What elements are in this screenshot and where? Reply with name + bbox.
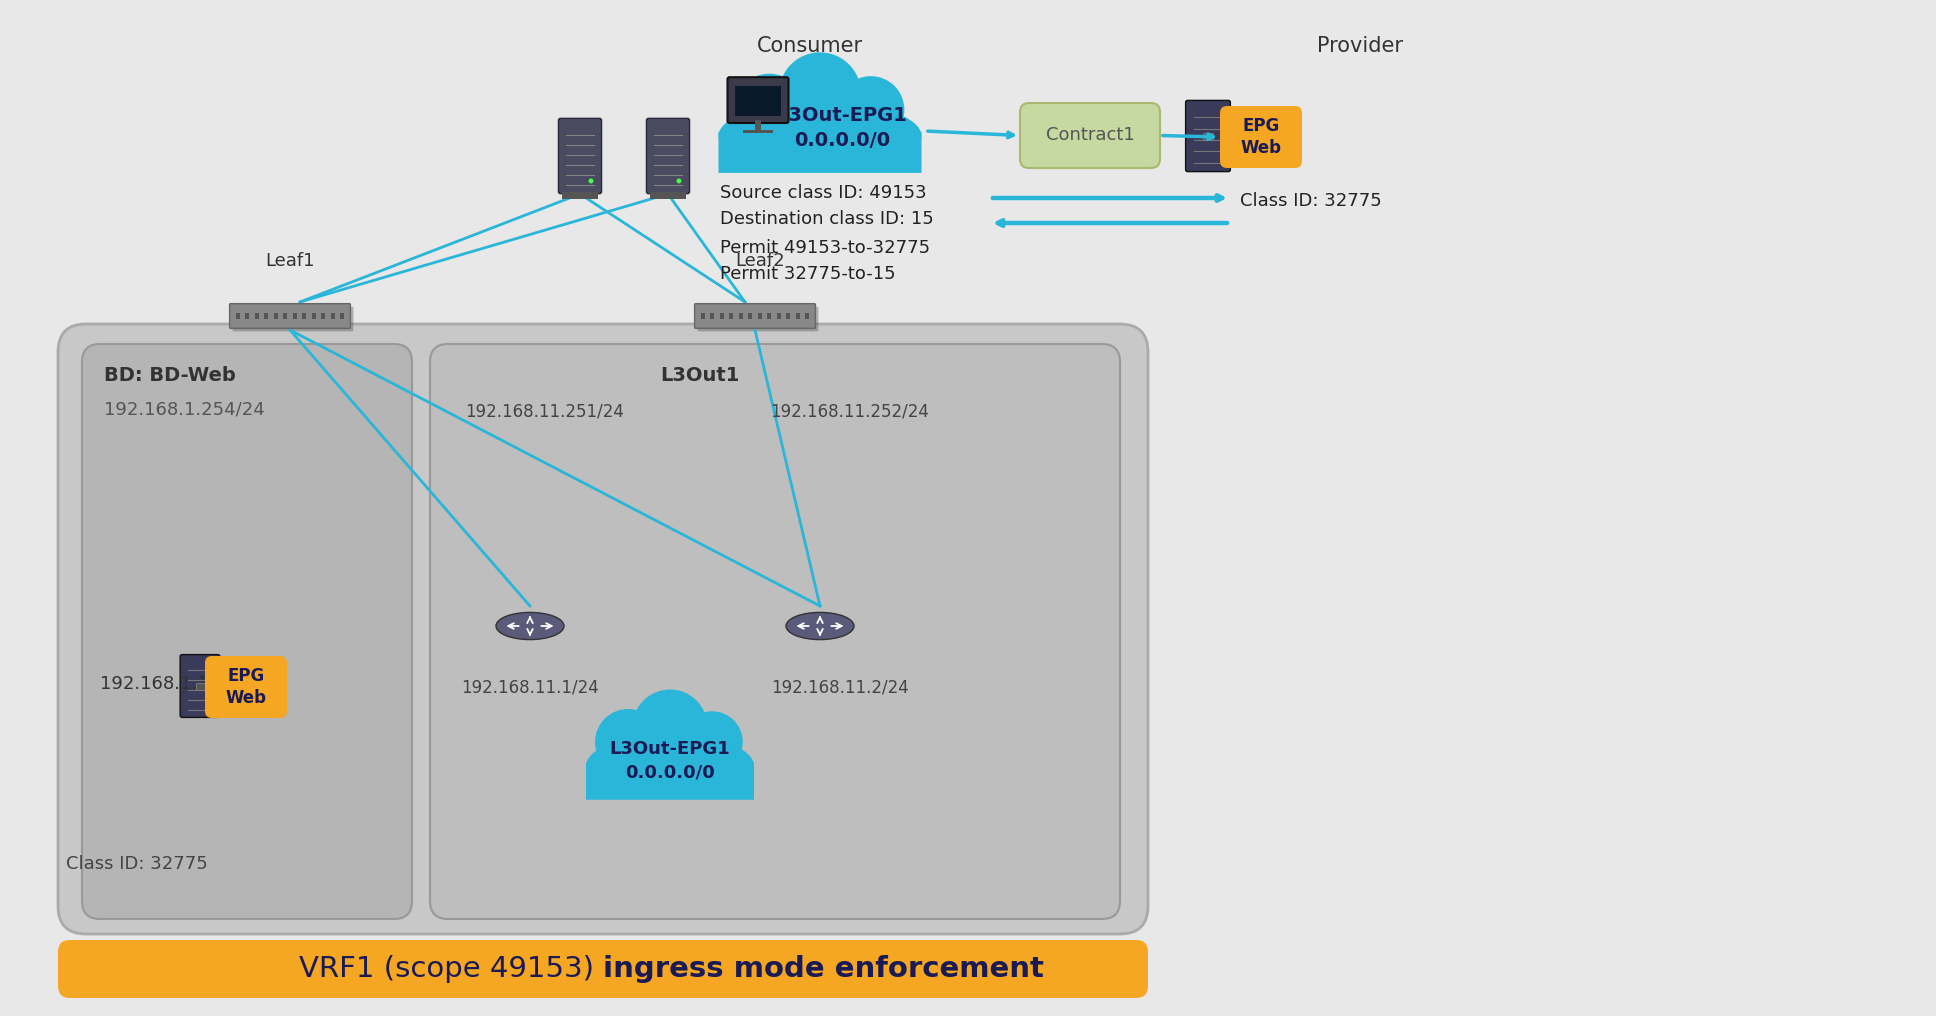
Bar (246, 313, 250, 319)
Text: Contract1: Contract1 (1045, 127, 1134, 144)
Text: Consumer: Consumer (757, 36, 863, 56)
Bar (256, 313, 259, 319)
FancyBboxPatch shape (587, 762, 753, 800)
FancyBboxPatch shape (230, 304, 350, 328)
Bar (767, 313, 771, 319)
Circle shape (594, 709, 660, 775)
FancyBboxPatch shape (1020, 103, 1160, 168)
FancyBboxPatch shape (180, 654, 221, 717)
Text: 192.168.1.254/24: 192.168.1.254/24 (105, 400, 265, 418)
Text: 192.168.11.251/24: 192.168.11.251/24 (465, 402, 625, 420)
Text: Leaf2: Leaf2 (736, 252, 784, 270)
Text: Class ID: 32775: Class ID: 32775 (66, 855, 207, 873)
Bar (312, 313, 316, 319)
FancyBboxPatch shape (430, 344, 1121, 919)
FancyBboxPatch shape (205, 656, 287, 718)
Text: BD: BD-Web: BD: BD-Web (105, 366, 236, 385)
Text: Source class ID: 49153
Destination class ID: 15: Source class ID: 49153 Destination class… (720, 184, 933, 229)
FancyBboxPatch shape (695, 304, 815, 328)
Bar (755, 120, 761, 132)
FancyBboxPatch shape (232, 307, 354, 331)
Bar (747, 313, 753, 319)
Bar (776, 313, 780, 319)
FancyBboxPatch shape (1185, 101, 1231, 172)
Bar (321, 313, 325, 319)
Bar (341, 313, 345, 319)
FancyBboxPatch shape (647, 118, 689, 194)
Bar (757, 313, 761, 319)
Circle shape (836, 76, 904, 143)
Bar (561, 192, 598, 198)
Circle shape (633, 690, 707, 764)
Bar (720, 313, 724, 319)
Bar (740, 313, 743, 319)
FancyBboxPatch shape (697, 307, 819, 331)
FancyBboxPatch shape (558, 118, 602, 194)
Bar (786, 313, 790, 319)
Bar (283, 313, 287, 319)
Text: Provider: Provider (1316, 36, 1404, 56)
Bar (743, 130, 772, 133)
Text: Permit 49153-to-32775
Permit 32775-to-15: Permit 49153-to-32775 Permit 32775-to-15 (720, 239, 929, 283)
Text: VRF1 (scope 49153): VRF1 (scope 49153) (298, 955, 602, 983)
Bar (273, 313, 277, 319)
Text: 192.168.11.252/24: 192.168.11.252/24 (771, 402, 929, 420)
FancyBboxPatch shape (728, 77, 788, 123)
Bar (711, 313, 714, 319)
Text: Leaf1: Leaf1 (265, 252, 316, 270)
Bar (650, 192, 685, 198)
Bar (236, 313, 240, 319)
Bar (196, 683, 205, 690)
Bar (730, 313, 734, 319)
FancyBboxPatch shape (1220, 106, 1303, 168)
Bar (734, 86, 782, 116)
Bar (796, 313, 800, 319)
Bar (292, 313, 296, 319)
Circle shape (681, 711, 743, 773)
FancyBboxPatch shape (58, 940, 1148, 998)
FancyBboxPatch shape (58, 324, 1148, 934)
Bar (1202, 133, 1214, 140)
Bar (263, 313, 269, 319)
Ellipse shape (786, 613, 854, 640)
Text: L3Out-EPG1
0.0.0.0/0: L3Out-EPG1 0.0.0.0/0 (610, 741, 730, 781)
Text: Class ID: 32775: Class ID: 32775 (1239, 192, 1382, 210)
Bar (805, 313, 809, 319)
Circle shape (734, 74, 805, 146)
Bar (302, 313, 306, 319)
Bar (331, 313, 335, 319)
Circle shape (778, 53, 862, 134)
FancyBboxPatch shape (81, 344, 412, 919)
Text: 192.168.11.2/24: 192.168.11.2/24 (771, 678, 908, 696)
Circle shape (589, 179, 594, 184)
Text: L3Out1: L3Out1 (660, 366, 740, 385)
Ellipse shape (587, 735, 753, 798)
Text: EPG
Web: EPG Web (225, 666, 267, 707)
Text: ingress mode enforcement: ingress mode enforcement (602, 955, 1044, 983)
Ellipse shape (718, 102, 922, 171)
Text: 192.168.11.1/24: 192.168.11.1/24 (461, 678, 598, 696)
FancyBboxPatch shape (718, 132, 922, 173)
Text: L3Out-EPG1
0.0.0.0/0: L3Out-EPG1 0.0.0.0/0 (776, 106, 908, 150)
Text: 192.168.1.1: 192.168.1.1 (101, 675, 209, 693)
Ellipse shape (496, 613, 563, 640)
Circle shape (676, 179, 681, 184)
Text: EPG
Web: EPG Web (1241, 117, 1282, 157)
Bar (701, 313, 705, 319)
